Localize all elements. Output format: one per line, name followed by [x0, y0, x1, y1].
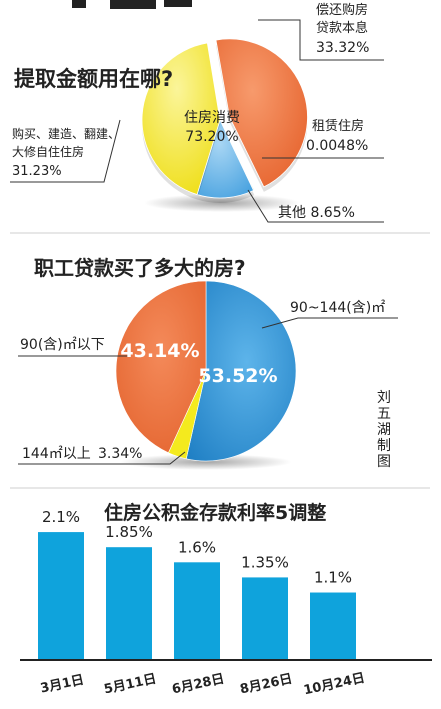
leader-line-large: [18, 451, 186, 465]
pie1-center-name: 住房消费: [184, 110, 240, 126]
label-other-value: 其他 8.65%: [278, 205, 355, 221]
pie-chart-house-size: [115, 280, 297, 470]
pie2-shadow: [120, 454, 292, 470]
leader-line-mid-size: [261, 317, 398, 329]
credit-char-4: 制: [377, 438, 391, 454]
label-repay-value: 33.32%: [316, 40, 369, 56]
label-purchase-line1: 购买、建造、翻建、: [12, 126, 120, 141]
pie1-title: 提取金额用在哪?: [14, 67, 173, 91]
pie2-leader-lines: [18, 317, 398, 465]
bar-2: [174, 562, 220, 659]
credit-char-1: 刘: [377, 390, 391, 406]
bar-category-label-4: 10月24日: [302, 671, 366, 699]
label-large-size: 144㎡以上: [22, 446, 91, 462]
bar-value-label-3: 1.35%: [241, 553, 289, 571]
pie1-slice-3: [141, 42, 221, 196]
bar-category-label-1: 5月11日: [103, 672, 158, 698]
pie1-center-value: 73.20%: [185, 129, 238, 145]
bar-1: [106, 547, 152, 659]
bar-value-label-2: 1.6%: [178, 538, 216, 556]
pie2-slice-2: [115, 280, 207, 454]
pie1-leader-lines: [10, 19, 384, 223]
label-rent: 租赁住房: [312, 118, 364, 134]
bar-0: [38, 532, 84, 659]
bar-value-label-4: 1.1%: [314, 569, 352, 587]
label-large-size-value: 3.34%: [98, 446, 142, 462]
label-rent-value: 0.0048%: [306, 138, 368, 154]
bar-category-label-2: 6月28日: [171, 672, 226, 698]
leader-line-repay: [258, 19, 384, 61]
credit-char-5: 图: [377, 454, 391, 470]
bar-chart-rates: 2.1% 3月1日 1.85% 5月11日 1.6% 6月28日 1.35% 8月26日 1.1…: [38, 508, 366, 698]
label-small-size-value: 43.14%: [120, 340, 199, 362]
credit-char-2: 五: [377, 406, 391, 422]
bar-chart-title: 住房公积金存款利率5调整: [104, 501, 326, 524]
label-mid-size: 90~144(含)㎡: [290, 300, 385, 316]
bar-4: [310, 592, 356, 659]
label-repay-line1: 偿还购房: [316, 2, 368, 18]
top-cropped-header: [72, 0, 192, 9]
leader-line-other: [247, 189, 384, 223]
bar-category-label-0: 3月1日: [39, 673, 85, 697]
credit-vertical: 刘 五 湖 制 图: [377, 390, 391, 470]
pie-chart-withdrawal-use: [141, 38, 308, 212]
leader-line-purchase: [10, 119, 121, 183]
pie2-title: 职工贷款买了多大的房?: [34, 256, 246, 280]
label-small-size: 90(含)㎡以下: [20, 337, 105, 353]
label-mid-size-value: 53.52%: [198, 365, 277, 387]
pie1-shadow: [144, 194, 300, 212]
pie1-slice-0: [215, 38, 308, 188]
bar-value-label-1: 1.85%: [105, 523, 153, 541]
label-repay-line2: 贷款本息: [316, 20, 368, 36]
credit-char-3: 湖: [377, 422, 391, 438]
bar-value-label-0: 2.1%: [42, 508, 80, 526]
label-purchase-value: 31.23%: [12, 164, 62, 179]
label-purchase-line2: 大修自住住房: [12, 144, 84, 159]
bar-3: [242, 577, 288, 659]
bar-category-label-3: 8月26日: [239, 672, 294, 698]
